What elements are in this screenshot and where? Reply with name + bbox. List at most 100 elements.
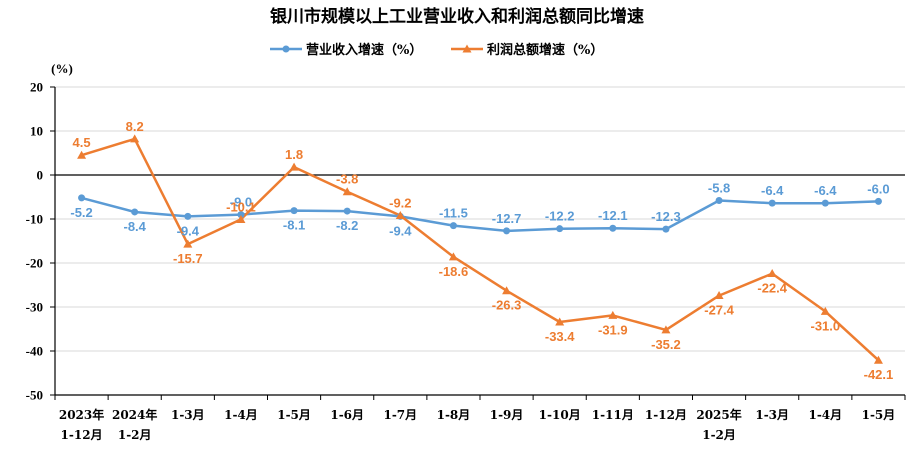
data-point-revenue — [609, 224, 617, 232]
data-label-revenue: -9.4 — [389, 223, 412, 238]
x-tick-label: 1-6月 — [330, 408, 364, 422]
data-point-profit — [767, 269, 777, 278]
data-point-revenue — [184, 212, 192, 220]
x-tick-label: 1-8月 — [437, 408, 471, 422]
y-tick-label: -50 — [26, 388, 43, 403]
data-label-revenue: -9.0 — [230, 195, 252, 210]
data-label-profit: -18.6 — [439, 264, 469, 279]
data-point-profit — [820, 306, 830, 315]
legend-item-profit: 利润总额增速（%） — [451, 42, 603, 58]
data-point-revenue — [503, 227, 511, 235]
data-label-revenue: -12.1 — [598, 208, 628, 223]
y-tick-label: 0 — [37, 168, 44, 183]
data-label-profit: -15.7 — [173, 251, 203, 266]
x-tick-label: 2023年 1-12月 — [59, 407, 104, 442]
y-tick-label: -10 — [26, 212, 43, 227]
legend-label-revenue: 营业收入增速（%） — [306, 42, 422, 58]
data-point-revenue — [237, 211, 245, 219]
data-label-profit: -10.1 — [226, 199, 256, 214]
data-label-profit: -9.2 — [389, 195, 411, 210]
data-point-revenue — [821, 199, 829, 207]
x-tick-label: 2024年 1-2月 — [112, 407, 157, 442]
data-label-revenue: -8.1 — [283, 218, 305, 233]
data-label-revenue: -9.4 — [177, 223, 200, 238]
data-point-revenue — [290, 207, 298, 215]
data-point-profit — [873, 355, 883, 364]
data-point-profit — [289, 162, 299, 171]
data-point-revenue — [78, 194, 86, 202]
data-label-revenue: -8.2 — [336, 218, 358, 233]
x-tick-label: 1-10月 — [539, 408, 581, 422]
y-axis-unit: (%) — [51, 61, 73, 76]
legend-item-revenue: 营业收入增速（%） — [270, 42, 422, 58]
data-label-revenue: -12.3 — [651, 209, 681, 224]
series-group — [77, 134, 883, 364]
data-point-revenue — [662, 225, 670, 233]
data-point-profit — [342, 187, 352, 196]
data-label-revenue: -5.8 — [708, 181, 730, 196]
data-label-revenue: -6.0 — [867, 181, 889, 196]
data-label-profit: -31.9 — [598, 322, 628, 337]
data-label-revenue: -6.4 — [814, 183, 837, 198]
x-tick-label: 2025年 1-2月 — [696, 407, 741, 442]
gridlines — [55, 86, 905, 396]
data-label-revenue: -11.5 — [439, 206, 468, 221]
data-point-profit — [395, 210, 405, 219]
data-label-profit: -26.3 — [492, 298, 522, 313]
data-point-profit — [183, 239, 193, 248]
x-tick-label: 1-12月 — [645, 408, 687, 422]
data-label-profit: -27.4 — [704, 303, 734, 318]
data-point-revenue — [768, 199, 776, 207]
data-label-profit: -3.8 — [336, 172, 358, 187]
x-tick-label: 1-9月 — [490, 408, 524, 422]
y-tick-label: 10 — [30, 124, 43, 139]
data-point-revenue — [131, 208, 139, 216]
data-label-revenue: -8.4 — [123, 219, 146, 234]
x-tick-label: 1-4月 — [224, 408, 258, 422]
data-label-profit: -42.1 — [864, 367, 894, 382]
y-tick-label: 20 — [30, 80, 43, 95]
x-tick-label: 1-5月 — [862, 408, 896, 422]
series-line-profit — [81, 137, 880, 362]
data-point-profit — [555, 317, 565, 326]
data-label-profit: -33.4 — [545, 329, 575, 344]
data-label-revenue: -6.4 — [761, 183, 784, 198]
data-label-revenue: -12.2 — [545, 209, 575, 224]
axes — [50, 86, 906, 400]
x-tick-label: 1-7月 — [383, 408, 417, 422]
series-line-revenue — [81, 196, 879, 233]
y-tick-label: -20 — [26, 256, 43, 271]
x-tick-label: 1-4月 — [808, 408, 842, 422]
data-point-revenue — [343, 207, 351, 215]
data-labels: -5.2 -8.4 -9.4 -9.0 -8.1 -8.2 -9.4 -11.5 -12.7 -1… — [70, 119, 893, 382]
legend: 营业收入增速（%） 利润总额增速（%） — [270, 42, 603, 58]
x-tick-label: 1-3月 — [755, 408, 789, 422]
data-point-revenue — [715, 197, 723, 205]
x-tick-label: 1-3月 — [171, 408, 205, 422]
data-point-profit — [661, 325, 671, 334]
y-tick-label: -30 — [26, 300, 43, 315]
data-point-profit — [502, 286, 512, 295]
data-point-profit — [130, 134, 140, 143]
data-point-profit — [608, 310, 618, 319]
x-tick-label: 1-11月 — [592, 408, 634, 422]
data-label-profit: 1.8 — [285, 147, 303, 162]
data-label-revenue: -5.2 — [70, 205, 92, 220]
data-point-profit — [448, 252, 458, 261]
data-point-revenue — [449, 222, 457, 230]
data-point-profit — [77, 150, 87, 159]
chart-title: 银川市规模以上工业营业收入和利润总额同比增速 — [270, 6, 644, 27]
y-tick-labels: 20 10 0 -10 -20 -30 -40 -50 — [26, 80, 43, 403]
data-point-revenue — [556, 225, 564, 233]
data-point-profit — [236, 214, 246, 223]
data-point-revenue — [874, 197, 882, 205]
data-label-profit: 4.5 — [73, 135, 91, 150]
legend-label-profit: 利润总额增速（%） — [487, 42, 603, 58]
data-label-profit: -35.2 — [651, 337, 681, 352]
data-point-profit — [714, 291, 724, 300]
x-tick-label: 1-5月 — [277, 408, 311, 422]
data-label-profit: -22.4 — [757, 281, 787, 296]
y-tick-label: -40 — [26, 344, 43, 359]
